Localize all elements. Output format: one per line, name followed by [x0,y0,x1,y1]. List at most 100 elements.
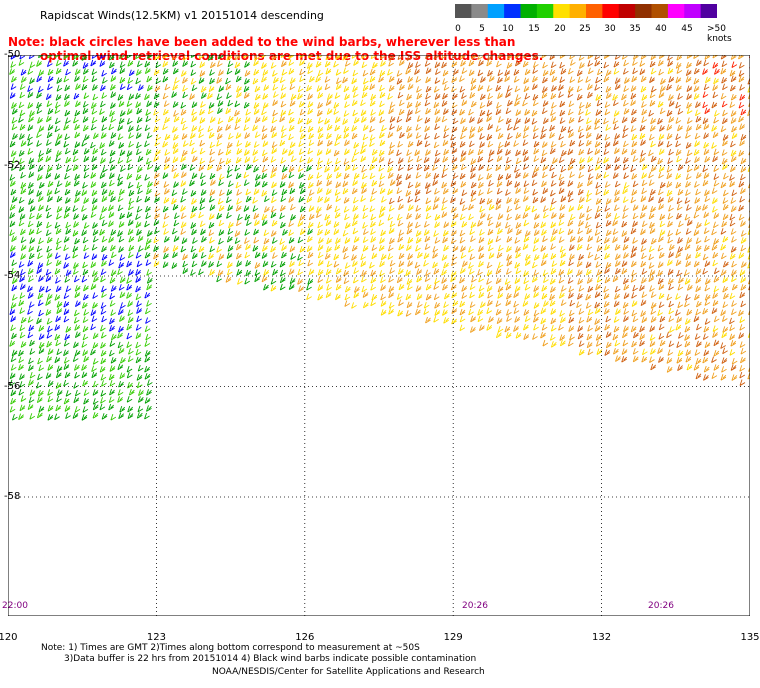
wind-barb [119,291,126,299]
wind-barb [486,85,493,92]
wind-barb [711,197,718,204]
wind-barb [63,123,69,131]
wind-barb [36,267,43,275]
wind-barb [333,61,339,68]
wind-barb [542,100,549,107]
wind-barb [450,275,456,283]
wind-barb [596,205,603,213]
wind-barb [38,204,44,212]
wind-barb [659,315,666,323]
wind-barb [218,229,225,236]
wind-barb [100,100,106,108]
wind-barb [540,317,547,325]
wind-barb [433,316,439,323]
wind-barb [532,55,539,60]
wind-barb [317,117,324,124]
wind-barb [11,117,18,124]
wind-barb [524,109,531,116]
wind-barb [559,310,565,317]
wind-barb [443,292,450,300]
wind-barb [550,141,557,148]
wind-barb [739,123,745,130]
wind-barb [730,55,737,60]
wind-barb [695,340,702,348]
wind-barb [559,109,566,117]
wind-barb [245,260,251,267]
wind-barb [603,156,609,164]
wind-barb [731,357,738,365]
wind-barb [549,204,556,212]
wind-barb [82,261,88,269]
wind-barb [138,389,144,396]
wind-barb [506,315,512,322]
wind-barb [117,230,123,237]
wind-barb [577,204,584,211]
wind-barb [155,148,161,156]
wind-barb [74,196,80,204]
wind-barb [704,107,711,115]
wind-barb [667,268,674,276]
wind-barb [459,267,466,274]
wind-barb [578,196,585,203]
wind-barb [307,221,314,229]
wind-barb [721,157,728,165]
wind-barb [180,155,187,163]
wind-barb [577,332,584,340]
wind-barb [568,285,575,293]
wind-barb [425,197,432,205]
wind-barb [46,60,53,67]
wind-barb [271,131,278,139]
wind-barb [101,260,107,267]
colorbar-label: 0 [455,24,461,34]
wind-barb [450,141,457,148]
wind-barb [559,334,566,341]
wind-barb [723,172,729,180]
wind-barb [9,245,16,252]
wind-barb [740,244,747,252]
wind-barb [28,163,35,170]
wind-barb [459,213,466,221]
wind-barb [695,251,701,259]
wind-barb [163,236,170,243]
wind-barb [128,244,135,252]
wind-barb [495,108,502,116]
wind-barb [379,260,385,268]
wind-barb [288,124,295,132]
wind-barb [443,261,449,269]
wind-barb [11,332,17,340]
wind-barb [99,60,106,67]
wind-barb [90,323,96,331]
wind-barb [504,164,511,171]
wind-barb [352,91,359,98]
wind-barb [668,76,675,83]
wind-barb [415,172,422,179]
wind-barb [416,164,423,171]
wind-barb [298,182,305,189]
wind-barb [210,179,216,186]
wind-barb [199,140,206,147]
wind-barb [36,411,43,419]
wind-barb [434,309,441,316]
wind-barb [487,238,494,245]
wind-barb [594,212,601,219]
wind-barb [612,117,619,125]
wind-barb [73,92,80,100]
wind-barb [397,309,404,317]
wind-barb [82,379,88,387]
wind-barb [695,308,702,316]
wind-barb [56,348,63,356]
wind-barb [486,133,493,141]
wind-barb [162,205,169,213]
wind-barb [54,268,61,275]
wind-barb [729,219,736,227]
wind-barb [667,55,673,61]
wind-barb [315,206,322,213]
wind-barb [127,405,134,413]
wind-barb [388,60,394,67]
wind-barb [738,55,744,60]
wind-barb [190,269,196,276]
wind-barb [180,245,187,253]
wind-barb [657,188,664,196]
wind-barb [621,331,628,339]
wind-barb [541,107,548,115]
